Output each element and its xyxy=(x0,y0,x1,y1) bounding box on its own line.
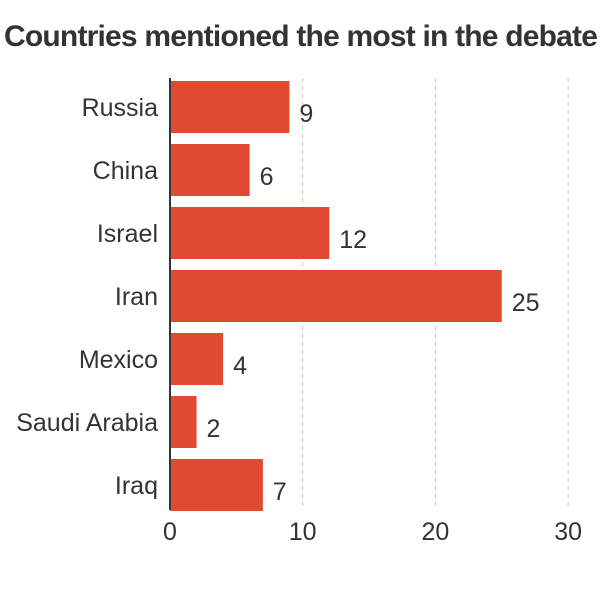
x-tick-label: 20 xyxy=(421,518,449,546)
category-label: Israel xyxy=(97,220,158,248)
bar xyxy=(170,207,330,259)
chart-title: Countries mentioned the most in the deba… xyxy=(4,20,598,53)
x-tick-label: 30 xyxy=(554,518,582,546)
bar xyxy=(170,270,502,322)
value-label: 2 xyxy=(207,415,221,443)
value-label: 12 xyxy=(339,226,367,254)
value-label: 7 xyxy=(273,478,287,506)
category-label: Saudi Arabia xyxy=(16,409,158,437)
bar xyxy=(170,396,197,448)
bar xyxy=(170,144,250,196)
category-label: Iraq xyxy=(115,472,158,500)
bar xyxy=(170,81,290,133)
category-label: Russia xyxy=(82,94,159,122)
value-label: 4 xyxy=(233,352,247,380)
bar xyxy=(170,333,224,385)
value-label: 9 xyxy=(299,100,313,128)
x-tick-label: 0 xyxy=(163,518,177,546)
category-label: China xyxy=(93,157,158,185)
x-tick-label: 10 xyxy=(289,518,317,546)
category-label: Iran xyxy=(115,283,158,311)
value-label: 6 xyxy=(260,163,274,191)
category-label: Mexico xyxy=(79,346,158,374)
value-label: 25 xyxy=(512,289,540,317)
bar xyxy=(170,459,263,511)
